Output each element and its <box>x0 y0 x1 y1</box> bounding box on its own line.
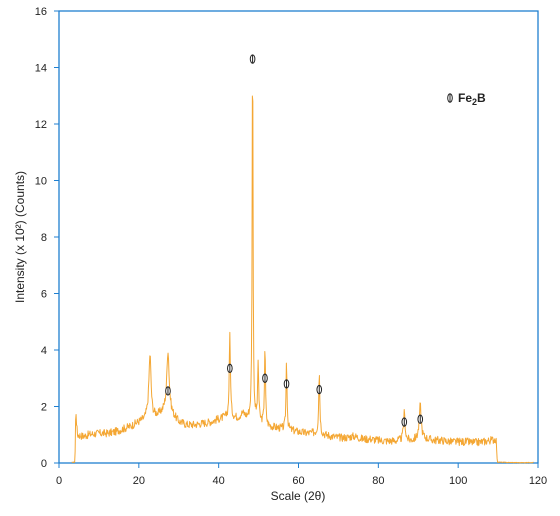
series-layer <box>71 95 534 464</box>
y-tick-label: 0 <box>41 458 47 470</box>
fe2b-marker <box>401 417 408 427</box>
axes: 0 20 40 60 80 100 120 0 2 4 6 8 10 12 14 16 <box>35 6 547 487</box>
y-tick-label: 14 <box>35 63 47 75</box>
xrd-pattern-line <box>71 95 534 464</box>
fe2b-marker <box>227 363 233 374</box>
y-tick-label: 6 <box>41 289 47 301</box>
fe2b-marker <box>417 414 424 424</box>
x-axis-title: Scale (2θ) <box>271 489 326 503</box>
peak-markers <box>165 54 424 427</box>
fe2b-marker <box>447 93 453 103</box>
x-tick-label: 80 <box>372 475 384 487</box>
y-tick-label: 8 <box>41 232 47 244</box>
fe2b-marker <box>283 379 290 389</box>
y-tick-label: 10 <box>35 176 47 188</box>
x-tick-label: 60 <box>292 475 304 487</box>
x-tick-label: 20 <box>133 475 145 487</box>
x-tick-label: 40 <box>213 475 225 487</box>
plot-frame <box>58 10 539 464</box>
y-tick-label: 2 <box>41 402 47 414</box>
fe2b-marker <box>165 386 171 396</box>
x-tick-label: 120 <box>529 475 547 487</box>
x-tick-label: 100 <box>449 475 467 487</box>
y-tick-label: 4 <box>41 345 47 357</box>
y-tick-label: 16 <box>35 6 47 18</box>
fe2b-marker <box>249 54 256 64</box>
fe2b-marker <box>316 384 323 395</box>
plot-border <box>58 10 539 464</box>
legend: Fe2B <box>447 91 486 107</box>
legend-label: Fe2B <box>458 91 486 107</box>
fe2b-marker <box>262 373 268 383</box>
y-tick-label: 12 <box>35 119 47 131</box>
y-axis-title: Intensity (x 10²) (Counts) <box>13 171 27 303</box>
x-tick-label: 0 <box>56 475 62 487</box>
